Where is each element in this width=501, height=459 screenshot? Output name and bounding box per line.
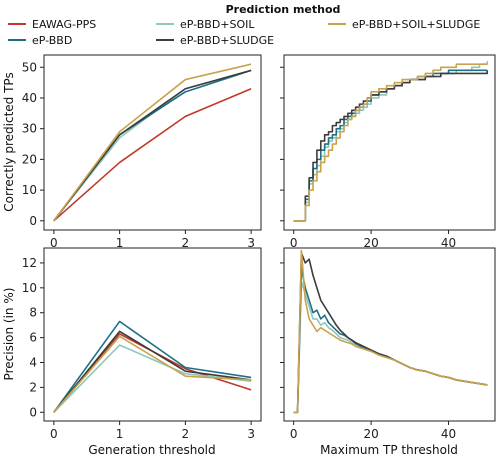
series-group <box>53 63 252 222</box>
series-line-eP-BBD+SLUDGE <box>293 252 488 414</box>
panel-top-left-frame <box>43 54 262 231</box>
y-tick-label: 0 <box>29 405 37 419</box>
y-tick-label: 10 <box>22 183 37 197</box>
series-line-eP-BBD <box>53 320 252 413</box>
y-tick-label: 0 <box>29 214 37 228</box>
x-tick-label: 3 <box>247 236 255 250</box>
panel-bottom-left-frame <box>43 247 262 422</box>
x-tick-label: 1 <box>116 427 124 441</box>
series-line-eP-BBD+SLUDGE <box>53 69 252 222</box>
bottom-left-xlabel: Generation threshold <box>88 443 215 457</box>
legend-label: eP-BBD+SOIL+SLUDGE <box>352 18 480 31</box>
series-line-eP-BBD+SOIL+SLUDGE <box>53 63 252 222</box>
series-line-eP-BBD <box>293 69 488 222</box>
x-tick-label: 3 <box>247 427 255 441</box>
y-tick-label: 12 <box>22 256 37 270</box>
x-tick-label: 0 <box>290 427 298 441</box>
y-tick-label: 40 <box>22 91 37 105</box>
x-tick-label: 2 <box>182 236 190 250</box>
y-tick-label: 8 <box>29 306 37 320</box>
series-line-eP-BBD+SLUDGE <box>53 330 252 413</box>
panel-top-right: 0 20 40 <box>280 61 489 250</box>
series-group <box>293 61 489 222</box>
legend-label: EAWAG-PPS <box>32 18 96 31</box>
top-left-ylabel: Correctly predicted TPs <box>2 72 16 211</box>
legend-label: eP-BBD+SLUDGE <box>180 34 274 47</box>
series-line-eP-BBD+SOIL+SLUDGE <box>293 63 488 222</box>
x-tick-label: 1 <box>116 236 124 250</box>
y-tick-label: 10 <box>22 281 37 295</box>
x-tick-label: 20 <box>363 427 378 441</box>
legend-title: Prediction method <box>226 3 341 16</box>
series-line-eP-BBD <box>53 69 252 222</box>
series-line-eP-BBD+SOIL <box>293 280 488 414</box>
series-line-EAWAG-PPS <box>53 88 252 222</box>
series-group <box>293 249 488 414</box>
x-tick-label: 40 <box>441 236 456 250</box>
bottom-left-ylabel: Precision (in %) <box>2 288 16 381</box>
x-tick-label: 0 <box>50 427 58 441</box>
legend-label: eP-BBD <box>32 34 72 47</box>
x-tick-label: 0 <box>50 236 58 250</box>
y-tick-label: 6 <box>29 331 37 345</box>
series-line-eP-BBD+SOIL+SLUDGE <box>293 249 488 414</box>
series-line-eP-BBD+SOIL <box>53 69 252 222</box>
legend-label: eP-BBD+SOIL <box>180 18 255 31</box>
y-tick-label: 50 <box>22 60 37 74</box>
x-tick-label: 40 <box>441 427 456 441</box>
panel-bottom-right-frame <box>283 247 496 422</box>
y-tick-label: 20 <box>22 152 37 166</box>
x-tick-label: 0 <box>290 236 298 250</box>
y-tick-label: 4 <box>29 356 37 370</box>
panel-top-right-frame <box>283 54 496 231</box>
series-group <box>53 320 252 413</box>
bottom-right-xlabel: Maximum TP threshold <box>320 443 458 457</box>
x-tick-label: 20 <box>363 236 378 250</box>
series-line-eP-BBD <box>293 268 488 414</box>
y-tick-label: 2 <box>29 380 37 394</box>
legend: Prediction method EAWAG-PPS eP-BBD+SOIL eP… <box>8 3 480 47</box>
series-line-eP-BBD+SLUDGE <box>293 70 489 222</box>
series-line-eP-BBD+SOIL+SLUDGE <box>53 335 252 413</box>
x-tick-label: 2 <box>182 427 190 441</box>
panel-bottom-right: 0 20 40 <box>280 249 488 441</box>
y-tick-label: 30 <box>22 122 37 136</box>
